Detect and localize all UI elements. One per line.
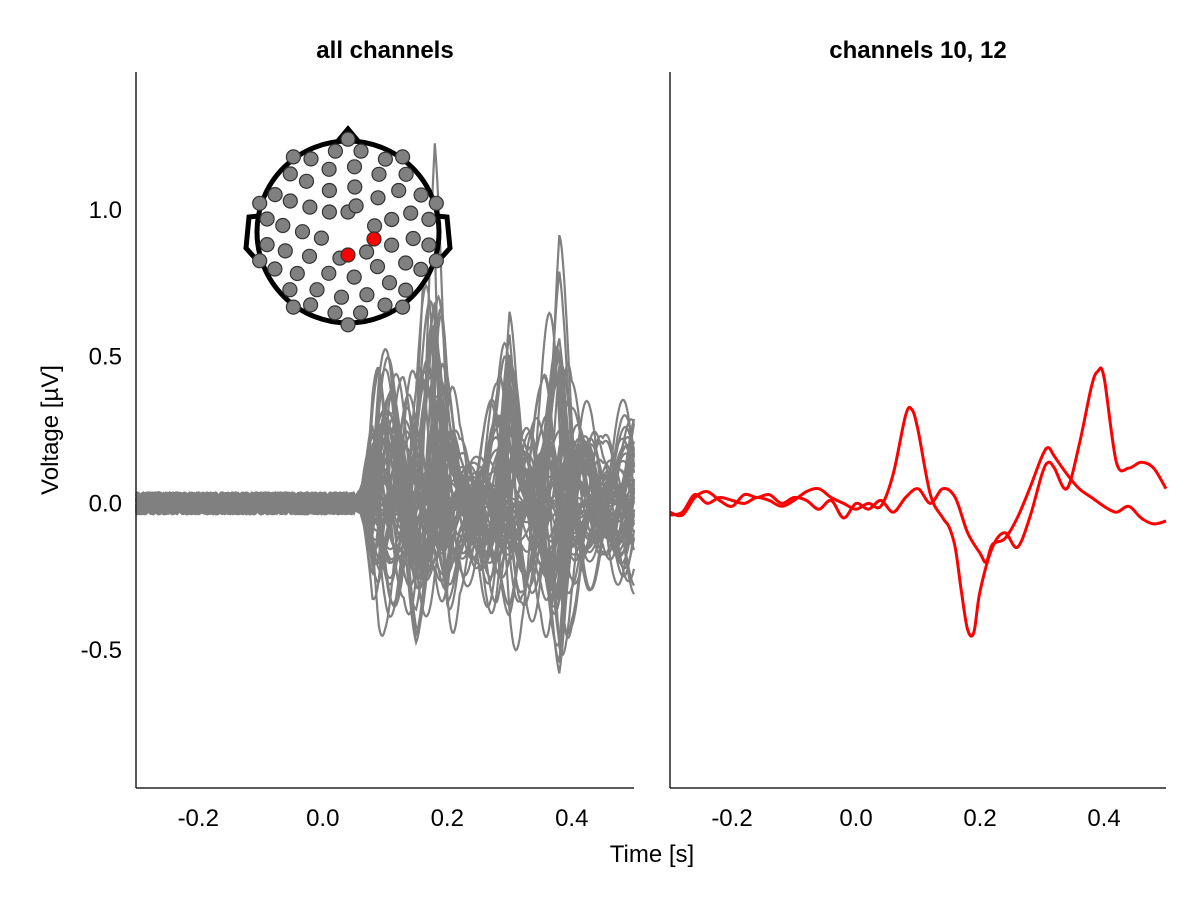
- electrode-marker: [303, 151, 319, 167]
- electrode-marker: [309, 282, 325, 298]
- electrode-marker: [346, 159, 363, 175]
- electrode-marker: [346, 269, 362, 285]
- electrode-marker: [282, 193, 298, 209]
- electrode-marker: [313, 230, 329, 246]
- x-tick-label: 0.0: [306, 805, 339, 832]
- x-tick-label: 0.4: [1087, 805, 1120, 832]
- electrode-marker: [384, 237, 400, 253]
- electrode-marker: [347, 179, 363, 195]
- electrode-marker: [403, 205, 419, 221]
- panel-title-selected-channels: channels 10, 12: [829, 37, 1006, 64]
- selected-channel-traces: [669, 366, 1168, 638]
- electrode-marker: [282, 282, 298, 298]
- x-tick-label: -0.2: [711, 805, 752, 832]
- electrode-marker: [395, 149, 411, 165]
- electrode-marker: [391, 182, 407, 199]
- electrode-marker: [353, 305, 369, 321]
- electrode-marker: [267, 187, 283, 203]
- electrode-marker: [327, 143, 343, 159]
- channel-trace: [134, 234, 636, 623]
- left-x-tick-labels: -0.2 0.0 0.2 0.4: [178, 805, 589, 832]
- electrode-marker: [421, 237, 437, 253]
- y-tick-label: 0.5: [89, 344, 122, 371]
- electrode-topoplot-inset: [243, 125, 453, 333]
- x-tick-label: 0.0: [839, 805, 872, 832]
- electrode-marker: [377, 151, 393, 167]
- electrode-marker: [321, 204, 337, 220]
- electrode-marker: [321, 265, 337, 281]
- x-tick-label: 0.4: [555, 805, 588, 832]
- electrode-marker: [370, 190, 386, 206]
- panel-all-channels: all channels -0.5 0.0 0.5 1.0 -0.2 0.0 0.2 0.4…: [37, 37, 636, 832]
- electrode-marker: [259, 237, 275, 253]
- electrode-marker: [321, 161, 337, 177]
- electrode-marker: [413, 187, 429, 203]
- electrode-marker: [381, 275, 398, 291]
- electrode-marker: [282, 166, 298, 182]
- electrode-marker: [259, 211, 275, 227]
- electrode-marker: [398, 166, 414, 182]
- electrode-marker: [321, 182, 337, 199]
- y-axis-title: Voltage [µV]: [37, 365, 64, 495]
- electrode-marker: [353, 143, 369, 159]
- electrode-marker: [285, 299, 301, 315]
- left-y-tick-labels: -0.5 0.0 0.5 1.0: [81, 197, 122, 664]
- electrode-marker: [302, 199, 318, 215]
- all-channel-traces: [134, 143, 636, 674]
- electrode-marker: [289, 265, 305, 282]
- electrode-marker: [359, 244, 375, 260]
- right-x-tick-labels: -0.2 0.0 0.2 0.4: [711, 805, 1120, 832]
- electrode-marker: [333, 289, 350, 305]
- electrode-marker: [413, 261, 429, 277]
- electrode-marker: [298, 173, 315, 189]
- highlighted-electrode-marker: [340, 247, 356, 263]
- x-tick-label: 0.2: [431, 805, 464, 832]
- electrode-marker: [340, 131, 356, 147]
- electrode-marker: [252, 195, 268, 211]
- y-tick-label: -0.5: [81, 637, 122, 664]
- y-tick-label: 1.0: [89, 197, 122, 224]
- electrode-marker: [405, 230, 421, 247]
- x-tick-label: 0.2: [963, 805, 996, 832]
- electrode-marker: [395, 299, 411, 315]
- electrode-marker: [384, 211, 400, 228]
- panel-selected-channels: channels 10, 12 -0.2 0.0 0.2 0.4: [669, 37, 1168, 832]
- electrode-marker: [348, 198, 364, 214]
- electrode-marker: [285, 149, 301, 165]
- selected-channel-trace-1: [669, 366, 1168, 638]
- x-tick-label: -0.2: [178, 805, 219, 832]
- electrode-marker: [340, 317, 356, 333]
- electrode-marker: [301, 248, 318, 264]
- electrode-marker: [294, 224, 311, 240]
- electrode-marker: [398, 255, 414, 271]
- electrode-marker: [303, 297, 319, 313]
- electrode-marker: [267, 261, 283, 277]
- selected-channel-trace-2: [669, 446, 1167, 564]
- electrode-marker: [275, 217, 291, 234]
- electrode-marker: [367, 218, 383, 234]
- electrode-marker: [421, 211, 437, 227]
- electrode-marker: [398, 282, 414, 298]
- electrode-marker: [327, 305, 343, 321]
- x-axis-title: Time [s]: [610, 841, 694, 868]
- electrode-marker: [428, 195, 444, 211]
- electrode-marker: [252, 253, 268, 269]
- panel-title-all-channels: all channels: [316, 37, 453, 64]
- electrode-marker: [277, 243, 293, 259]
- y-tick-label: 0.0: [89, 490, 122, 517]
- electrode-marker: [428, 253, 444, 269]
- electrode-marker: [369, 259, 386, 275]
- electrode-marker: [359, 287, 375, 303]
- electrode-markers: [252, 131, 444, 333]
- electrode-marker: [377, 297, 393, 313]
- highlighted-electrode-marker: [366, 231, 382, 247]
- electrode-marker: [371, 166, 387, 182]
